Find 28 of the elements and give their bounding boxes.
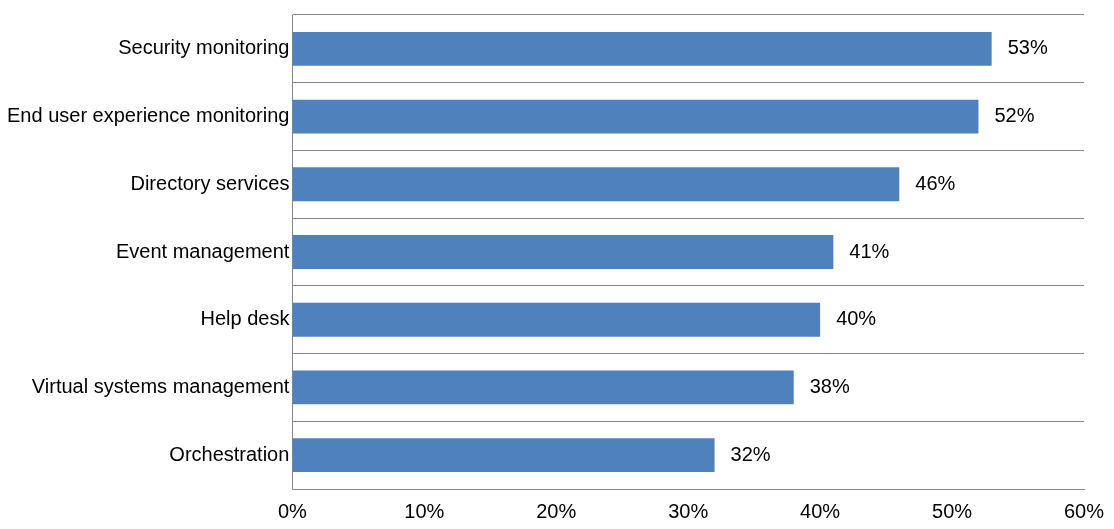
bar <box>292 370 794 405</box>
data-label: 40% <box>836 307 877 330</box>
x-tick-label: 40% <box>800 499 841 522</box>
data-label: 52% <box>994 104 1035 127</box>
bar <box>292 99 979 134</box>
data-label: 38% <box>809 374 850 397</box>
bar <box>292 167 900 202</box>
data-label: 46% <box>915 171 956 194</box>
bar <box>292 31 992 66</box>
x-tick-label: 0% <box>277 499 308 522</box>
data-label: 53% <box>1007 36 1048 59</box>
x-tick-label: 30% <box>668 499 709 522</box>
y-tick-label: Help desk <box>200 307 291 330</box>
y-tick-label: Security monitoring <box>118 36 290 59</box>
bar <box>292 302 821 337</box>
data-label: 32% <box>730 442 771 465</box>
data-label: 41% <box>849 239 890 262</box>
x-tick-label: 50% <box>932 499 973 522</box>
y-tick-label: Orchestration <box>169 442 290 465</box>
y-tick-label: Virtual systems management <box>31 374 290 397</box>
bar <box>292 438 715 473</box>
y-tick-label: Event management <box>115 239 290 262</box>
x-tick-label: 20% <box>536 499 577 522</box>
y-tick-label: Directory services <box>130 171 290 194</box>
y-tick-label: End user experience monitoring <box>6 104 290 127</box>
x-tick-label: 10% <box>404 499 445 522</box>
bar <box>292 235 834 269</box>
x-tick-label: 60% <box>1063 499 1105 522</box>
